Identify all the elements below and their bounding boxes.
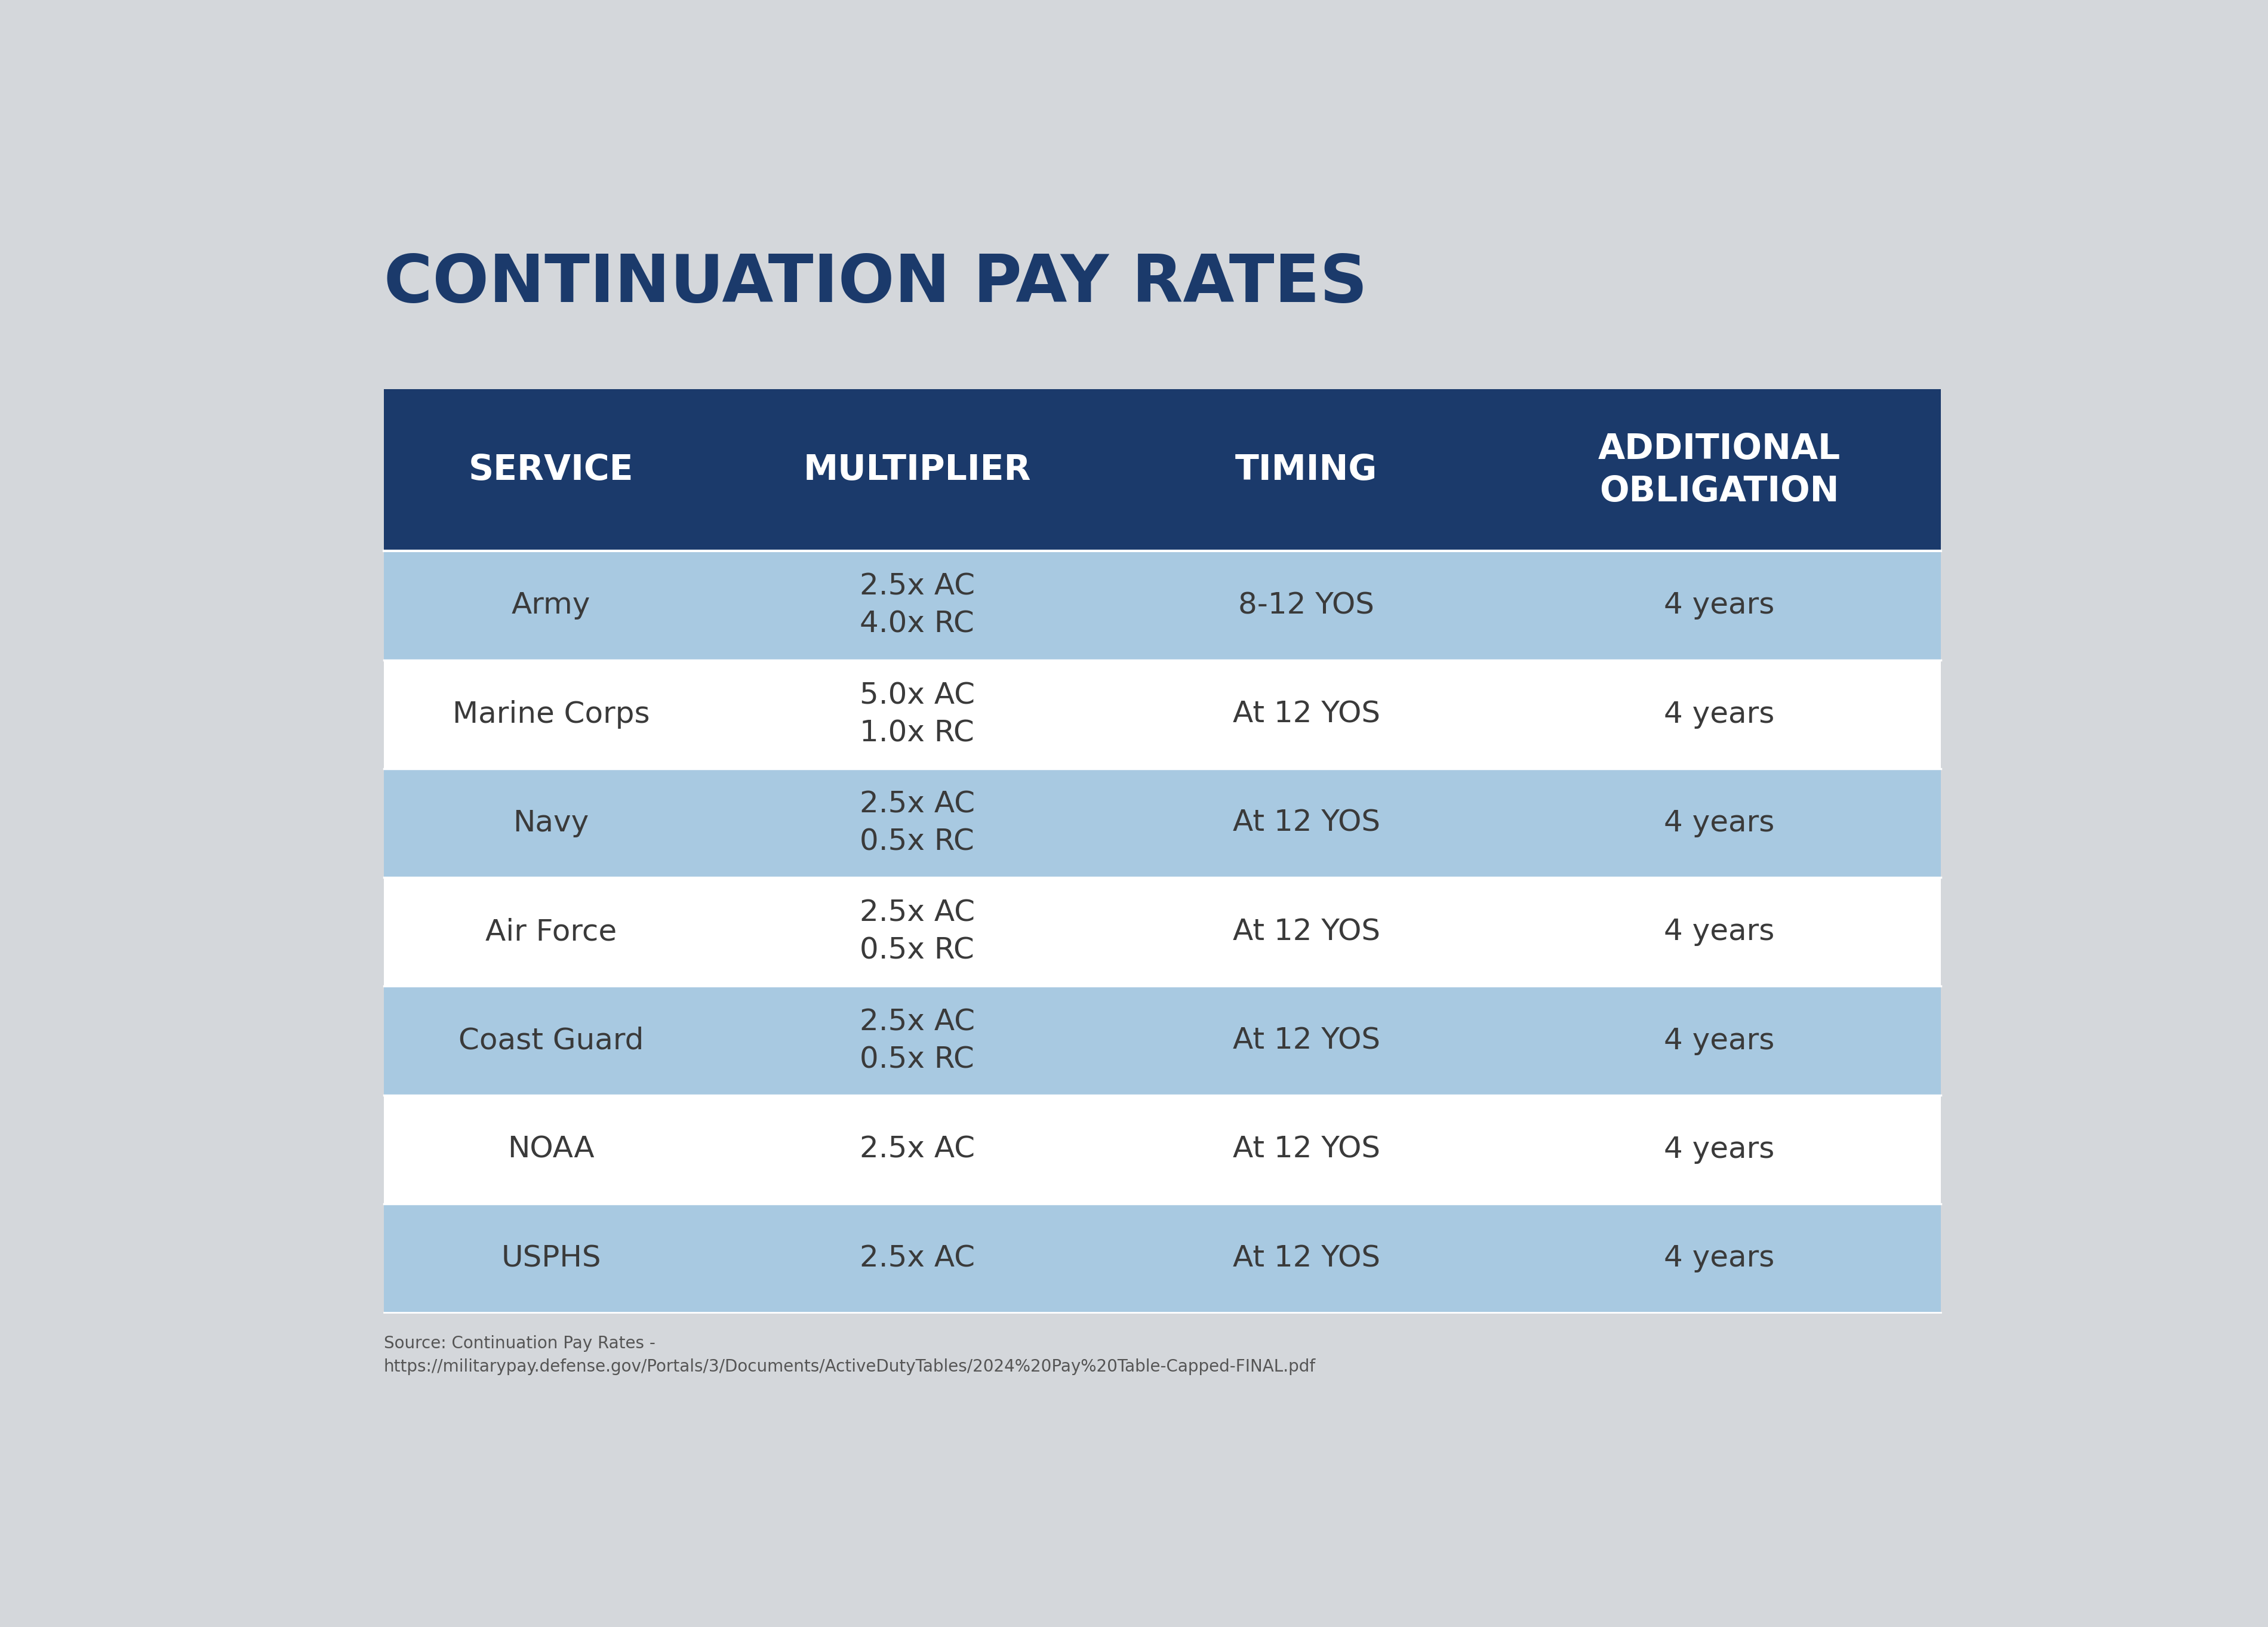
Text: TIMING: TIMING: [1236, 454, 1377, 486]
Text: 2.5x AC: 2.5x AC: [860, 1245, 975, 1272]
Text: Coast Guard: Coast Guard: [458, 1027, 644, 1054]
Bar: [383, 389, 1941, 552]
Text: At 12 YOS: At 12 YOS: [1234, 809, 1381, 838]
Text: At 12 YOS: At 12 YOS: [1234, 1136, 1381, 1163]
Text: 4 years: 4 years: [1665, 1136, 1774, 1163]
Bar: [383, 768, 1941, 877]
Text: 4 years: 4 years: [1665, 1245, 1774, 1272]
Text: 4 years: 4 years: [1665, 1027, 1774, 1054]
Text: 2.5x AC
0.5x RC: 2.5x AC 0.5x RC: [860, 898, 975, 965]
Text: At 12 YOS: At 12 YOS: [1234, 1245, 1381, 1272]
Text: 8-12 YOS: 8-12 YOS: [1238, 591, 1374, 620]
Text: 5.0x AC
1.0x RC: 5.0x AC 1.0x RC: [860, 682, 975, 747]
Text: SERVICE: SERVICE: [469, 454, 633, 486]
Text: 2.5x AC
4.0x RC: 2.5x AC 4.0x RC: [860, 573, 975, 638]
Bar: [383, 877, 1941, 986]
Text: Navy: Navy: [513, 809, 590, 838]
Bar: [383, 552, 1941, 661]
Text: Air Force: Air Force: [485, 918, 617, 947]
Text: Marine Corps: Marine Corps: [451, 700, 651, 729]
Text: At 12 YOS: At 12 YOS: [1234, 700, 1381, 729]
Text: 2.5x AC
0.5x RC: 2.5x AC 0.5x RC: [860, 1007, 975, 1074]
Text: MULTIPLIER: MULTIPLIER: [803, 454, 1032, 486]
Bar: [383, 1204, 1941, 1313]
Text: 4 years: 4 years: [1665, 918, 1774, 947]
Text: At 12 YOS: At 12 YOS: [1234, 918, 1381, 947]
Text: 2.5x AC
0.5x RC: 2.5x AC 0.5x RC: [860, 789, 975, 856]
Text: CONTINUATION PAY RATES: CONTINUATION PAY RATES: [383, 252, 1368, 316]
Text: At 12 YOS: At 12 YOS: [1234, 1027, 1381, 1054]
Bar: [383, 661, 1941, 768]
Text: USPHS: USPHS: [501, 1245, 601, 1272]
Text: 4 years: 4 years: [1665, 591, 1774, 620]
Text: Source: Continuation Pay Rates -
https://militarypay.defense.gov/Portals/3/Docum: Source: Continuation Pay Rates - https:/…: [383, 1336, 1315, 1375]
Bar: [383, 1095, 1941, 1204]
Bar: [383, 986, 1941, 1095]
Text: Army: Army: [513, 591, 590, 620]
Text: NOAA: NOAA: [508, 1136, 594, 1163]
Text: 4 years: 4 years: [1665, 809, 1774, 838]
Text: 4 years: 4 years: [1665, 700, 1774, 729]
Text: ADDITIONAL
OBLIGATION: ADDITIONAL OBLIGATION: [1599, 433, 1839, 508]
Text: 2.5x AC: 2.5x AC: [860, 1136, 975, 1163]
